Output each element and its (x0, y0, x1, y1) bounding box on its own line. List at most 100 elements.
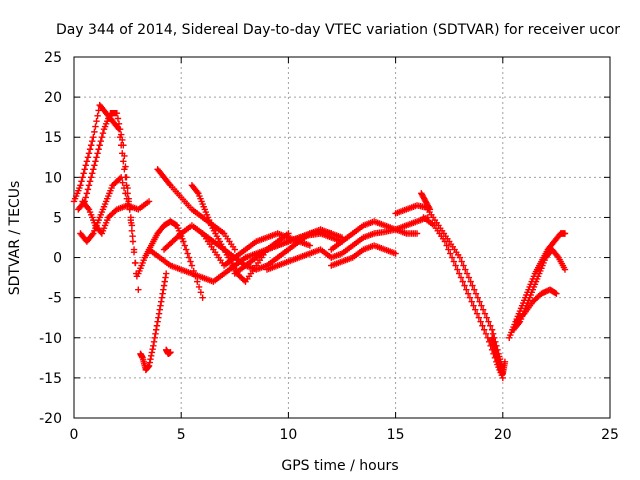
chart-title: Day 344 of 2014, Sidereal Day-to-day VTE… (56, 22, 620, 38)
data-point (90, 166, 97, 173)
data-point (91, 162, 98, 169)
data-point (87, 142, 95, 149)
data-point (458, 258, 465, 265)
data-point (97, 138, 104, 145)
data-point (473, 310, 481, 317)
data-point (128, 227, 136, 235)
data-point (117, 174, 125, 181)
data-point (119, 179, 126, 186)
x-tick-label: 15 (387, 427, 405, 443)
data-point (157, 302, 164, 309)
data-point (158, 294, 166, 301)
data-point (181, 242, 188, 249)
data-point (472, 290, 480, 297)
grid (74, 57, 610, 418)
data-point (85, 150, 93, 157)
axis-ticks: 0 5 10 15 20 25 -20 -15 -10 -5 0 5 10 15 20 25 (39, 50, 619, 443)
data-point (561, 266, 569, 273)
data-point (98, 134, 106, 141)
data-point (152, 330, 159, 337)
data-point (91, 128, 98, 136)
data-point (160, 282, 168, 289)
data-point (471, 286, 478, 293)
y-tick-label: 15 (44, 130, 62, 146)
data-point (83, 190, 91, 197)
data-point (120, 158, 127, 165)
y-tick-label: -15 (39, 371, 62, 387)
y-tick-label: 25 (44, 50, 62, 66)
x-tick-label: 5 (177, 427, 186, 443)
data-point (519, 311, 527, 319)
data-point (478, 302, 485, 309)
data-point (93, 117, 100, 125)
data-point (479, 306, 487, 313)
data-point (147, 352, 155, 360)
data-point (197, 289, 205, 296)
data-point (132, 259, 139, 267)
data-point (472, 306, 479, 313)
data-point (489, 330, 497, 337)
data-point (240, 277, 248, 284)
data-point (150, 342, 157, 349)
data-point (187, 258, 194, 265)
data-point (443, 242, 450, 249)
x-tick-label: 10 (279, 427, 297, 443)
y-tick-label: 0 (53, 251, 62, 267)
data-point (114, 115, 122, 122)
data-point (84, 186, 92, 193)
data-point (120, 184, 128, 192)
data-point (479, 322, 486, 329)
data-point (79, 174, 86, 181)
data-point (94, 112, 101, 120)
data-point (199, 294, 206, 301)
data-point (123, 174, 130, 181)
data-point (466, 294, 474, 301)
data-point (155, 314, 162, 321)
data-point (145, 362, 153, 370)
data-point (456, 270, 463, 277)
data-point (95, 107, 102, 114)
data-point (87, 174, 95, 181)
x-tick-label: 0 (70, 427, 79, 443)
data-point (459, 278, 466, 285)
data-point (180, 238, 187, 245)
data-point (553, 290, 560, 297)
data-point (154, 318, 161, 325)
data-point (94, 150, 101, 157)
data-point (116, 126, 124, 133)
data-point (481, 310, 489, 317)
data-point (470, 302, 477, 309)
data-point (84, 204, 92, 212)
data-point (481, 326, 488, 333)
data-point (448, 254, 456, 261)
data-point (122, 163, 129, 170)
data-point (150, 338, 158, 345)
y-tick-label: 5 (53, 210, 62, 226)
data-point (82, 194, 89, 201)
data-point (194, 278, 201, 285)
data-point (501, 358, 509, 366)
data-point (89, 231, 96, 239)
data-point (149, 345, 156, 353)
y-tick-label: 20 (44, 90, 62, 106)
y-tick-label: -5 (48, 291, 62, 307)
data-point (80, 170, 87, 177)
data-point (120, 142, 127, 149)
data-marks (70, 101, 569, 382)
data-point (465, 274, 473, 281)
data-point (452, 262, 459, 269)
data-point (162, 274, 169, 281)
data-point (463, 270, 471, 277)
data-point (83, 158, 91, 165)
data-point (135, 286, 142, 293)
data-point (456, 254, 464, 261)
data-point (554, 253, 561, 260)
data-point (460, 262, 467, 269)
data-point (89, 138, 96, 145)
data-point (468, 298, 475, 305)
data-point (90, 134, 97, 141)
data-point (485, 318, 492, 325)
data-point (467, 278, 474, 285)
data-point (464, 290, 472, 297)
